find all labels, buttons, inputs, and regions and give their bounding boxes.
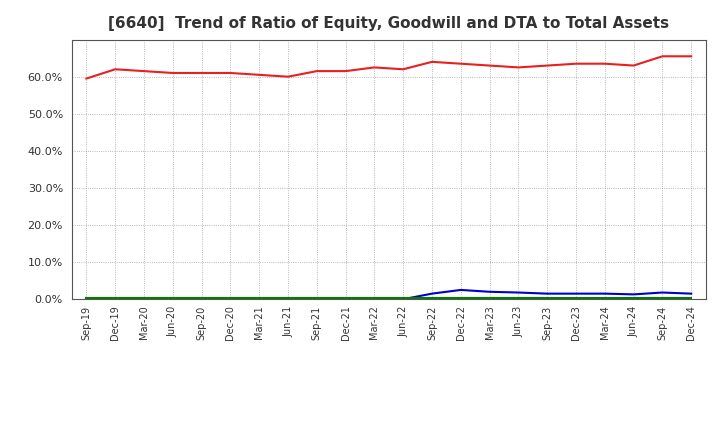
Deferred Tax Assets	[572, 295, 580, 301]
Goodwill	[456, 287, 465, 293]
Goodwill	[168, 297, 177, 302]
Deferred Tax Assets	[197, 295, 206, 301]
Goodwill	[428, 291, 436, 296]
Equity	[428, 59, 436, 65]
Equity	[687, 54, 696, 59]
Deferred Tax Assets	[82, 295, 91, 301]
Deferred Tax Assets	[284, 295, 292, 301]
Deferred Tax Assets	[629, 295, 638, 301]
Goodwill	[312, 297, 321, 302]
Equity	[255, 72, 264, 77]
Goodwill	[485, 289, 494, 294]
Deferred Tax Assets	[428, 295, 436, 301]
Equity	[197, 70, 206, 76]
Deferred Tax Assets	[514, 295, 523, 301]
Equity	[284, 74, 292, 79]
Equity	[600, 61, 609, 66]
Line: Goodwill: Goodwill	[86, 290, 691, 299]
Equity	[168, 70, 177, 76]
Equity	[629, 63, 638, 68]
Deferred Tax Assets	[140, 295, 148, 301]
Goodwill	[82, 297, 91, 302]
Deferred Tax Assets	[456, 295, 465, 301]
Goodwill	[140, 297, 148, 302]
Deferred Tax Assets	[658, 295, 667, 301]
Deferred Tax Assets	[111, 295, 120, 301]
Goodwill	[226, 297, 235, 302]
Goodwill	[658, 290, 667, 295]
Goodwill	[255, 297, 264, 302]
Equity	[82, 76, 91, 81]
Goodwill	[629, 292, 638, 297]
Line: Equity: Equity	[86, 56, 691, 78]
Goodwill	[600, 291, 609, 296]
Equity	[312, 69, 321, 74]
Goodwill	[399, 297, 408, 302]
Deferred Tax Assets	[399, 295, 408, 301]
Deferred Tax Assets	[600, 295, 609, 301]
Deferred Tax Assets	[312, 295, 321, 301]
Deferred Tax Assets	[255, 295, 264, 301]
Deferred Tax Assets	[168, 295, 177, 301]
Deferred Tax Assets	[485, 295, 494, 301]
Goodwill	[341, 297, 350, 302]
Goodwill	[687, 291, 696, 296]
Equity	[456, 61, 465, 66]
Equity	[543, 63, 552, 68]
Equity	[399, 66, 408, 72]
Equity	[658, 54, 667, 59]
Equity	[341, 69, 350, 74]
Goodwill	[111, 297, 120, 302]
Goodwill	[543, 291, 552, 296]
Deferred Tax Assets	[370, 295, 379, 301]
Deferred Tax Assets	[543, 295, 552, 301]
Goodwill	[197, 297, 206, 302]
Goodwill	[284, 297, 292, 302]
Equity	[514, 65, 523, 70]
Goodwill	[514, 290, 523, 295]
Deferred Tax Assets	[341, 295, 350, 301]
Equity	[485, 63, 494, 68]
Equity	[111, 66, 120, 72]
Title: [6640]  Trend of Ratio of Equity, Goodwill and DTA to Total Assets: [6640] Trend of Ratio of Equity, Goodwil…	[108, 16, 670, 32]
Equity	[370, 65, 379, 70]
Goodwill	[370, 297, 379, 302]
Equity	[140, 69, 148, 74]
Deferred Tax Assets	[226, 295, 235, 301]
Deferred Tax Assets	[687, 295, 696, 301]
Equity	[226, 70, 235, 76]
Goodwill	[572, 291, 580, 296]
Equity	[572, 61, 580, 66]
